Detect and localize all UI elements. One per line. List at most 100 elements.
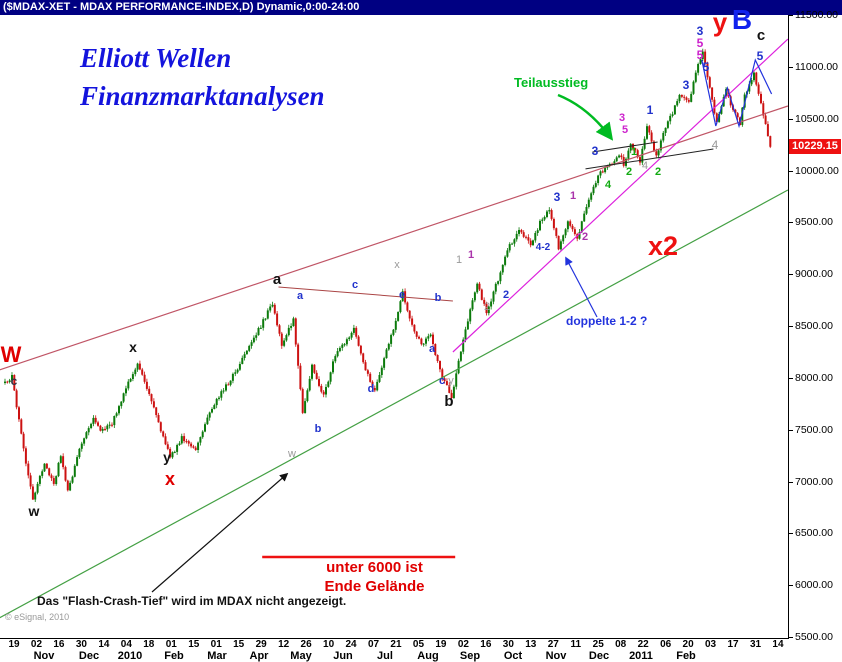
y-axis-label: 10000.00 — [795, 164, 839, 177]
wave-label: 3 — [697, 24, 704, 38]
wave-label: 5 — [757, 49, 764, 63]
wave-label: 3 — [554, 190, 561, 204]
y-axis-tick — [789, 66, 793, 68]
x-axis-date: 21 — [390, 639, 402, 650]
x-axis-date: 22 — [637, 639, 649, 650]
x-axis-month: Dec — [78, 650, 100, 662]
wave-label: c — [352, 279, 358, 291]
x-axis-date: 19 — [8, 639, 20, 650]
x-axis: 19 02 16 30 14 04 18 01 15 01 15 29 12 26 10 24 07 21 05 19… — [0, 639, 789, 662]
wave-label: 4 — [642, 160, 648, 172]
x-axis-date: 20 — [682, 639, 694, 650]
wave-label: 2 — [582, 231, 588, 243]
wave-label: b — [444, 393, 453, 410]
wave-label: 2 — [484, 301, 490, 313]
flash-crash-arrow — [151, 472, 289, 593]
wave-label: b — [435, 292, 442, 304]
wave-label: 4-2 — [536, 242, 551, 253]
wave-label: 1 — [456, 254, 462, 266]
x-axis-date: 07 — [367, 639, 380, 650]
y-axis-label: 10500.00 — [795, 112, 839, 125]
y-axis-label: 8000.00 — [795, 371, 833, 384]
y-axis-tick — [789, 15, 793, 16]
wave-label: y — [713, 7, 728, 37]
upper-red-channel-line — [0, 105, 789, 371]
unter-6000-line-2: Ende Gelände — [324, 577, 425, 595]
y-axis-tick — [789, 170, 793, 172]
x-axis-date: 16 — [53, 639, 65, 650]
x-axis-date: 08 — [615, 639, 627, 650]
x-axis-month: Aug — [417, 650, 439, 662]
x-axis-date: 05 — [412, 639, 425, 650]
y-axis-tick — [789, 637, 793, 638]
x-axis-date: 18 — [143, 639, 155, 650]
x-axis-date: 30 — [75, 639, 87, 650]
y-axis-tick — [789, 481, 793, 483]
x-axis-month: Jul — [377, 650, 393, 662]
wave-label: x2 — [648, 231, 678, 261]
x-axis-date: 11 — [570, 639, 582, 650]
wave-label: 5 — [697, 36, 704, 50]
wave-label: b — [315, 423, 322, 435]
wave-label: 5 — [703, 60, 710, 74]
x-axis-date: 19 — [435, 639, 447, 650]
brand-line-2: Finanzmarktanalysen — [80, 80, 325, 111]
y-axis-label: 11500.00 — [795, 9, 839, 21]
x-axis-date: 01 — [210, 639, 222, 650]
wave-label: 4 — [605, 179, 612, 191]
wave-label: w — [287, 448, 296, 460]
y-axis-tick — [789, 274, 793, 276]
x-axis-date: 06 — [660, 639, 672, 650]
y-axis-tick — [789, 533, 793, 535]
x-axis-date: 04 — [120, 639, 132, 650]
x-axis-date: 30 — [502, 639, 514, 650]
wave-label: x — [129, 339, 137, 355]
minor-red-highs-line — [278, 286, 453, 302]
x-axis-date: 25 — [592, 639, 604, 650]
wave-label: e — [399, 289, 405, 301]
wave-label: 5 — [622, 124, 628, 136]
window-title: ($MDAX-XET - MDAX PERFORMANCE-INDEX,D) D… — [3, 1, 360, 13]
wave-label: 1 — [631, 146, 637, 158]
x-axis-month: 2010 — [117, 650, 143, 662]
flash-crash-note: Das "Flash-Crash-Tief" wird im MDAX nich… — [37, 594, 347, 608]
wave-label: a — [429, 343, 436, 355]
wave-label: 2 — [503, 289, 509, 301]
x-axis-line — [0, 638, 789, 639]
wave-label: w — [28, 503, 40, 519]
x-axis-date: 14 — [772, 639, 784, 650]
x-axis-date: 14 — [98, 639, 110, 650]
wave-label: 1 — [468, 249, 474, 261]
candlesticks — [4, 48, 772, 502]
x-axis-date: 10 — [323, 639, 335, 650]
x-axis-date: 15 — [233, 639, 245, 650]
x-axis-date: 16 — [480, 639, 492, 650]
flag-lower-line — [585, 148, 714, 170]
y-axis-label: 7500.00 — [795, 423, 833, 436]
brand-watermark: Elliott Wellen Finanzmarktanalysen — [80, 40, 325, 116]
unter-6000-line-1: unter 6000 ist — [326, 559, 423, 576]
wave-label: 1 — [647, 103, 654, 117]
wave-label: y — [448, 375, 454, 387]
wave-label: 4 — [712, 138, 719, 152]
x-axis-date: 26 — [300, 639, 312, 650]
y-axis-tick — [789, 585, 793, 587]
wave-label: 3 — [592, 144, 599, 158]
x-axis-month: Sep — [459, 650, 481, 662]
title-bar[interactable]: ($MDAX-XET - MDAX PERFORMANCE-INDEX,D) D… — [0, 0, 842, 15]
brand-line-1: Elliott Wellen — [80, 43, 232, 73]
x-axis-month: Feb — [164, 650, 184, 662]
y-axis-tick — [789, 222, 793, 224]
doppelte-arrow — [565, 256, 598, 318]
y-axis-label: 9500.00 — [795, 216, 833, 229]
x-axis-date: 02 — [30, 639, 43, 650]
x-axis-date: 03 — [705, 639, 717, 650]
wave-label: y — [163, 449, 171, 465]
x-axis-date: 24 — [345, 639, 357, 650]
x-axis-month: Oct — [503, 650, 523, 662]
x-axis-month: Dec — [588, 650, 610, 662]
x-axis-month: 2011 — [629, 650, 653, 662]
wave-label: 2 — [655, 166, 661, 178]
y-axis-label: 11000.00 — [795, 60, 839, 73]
